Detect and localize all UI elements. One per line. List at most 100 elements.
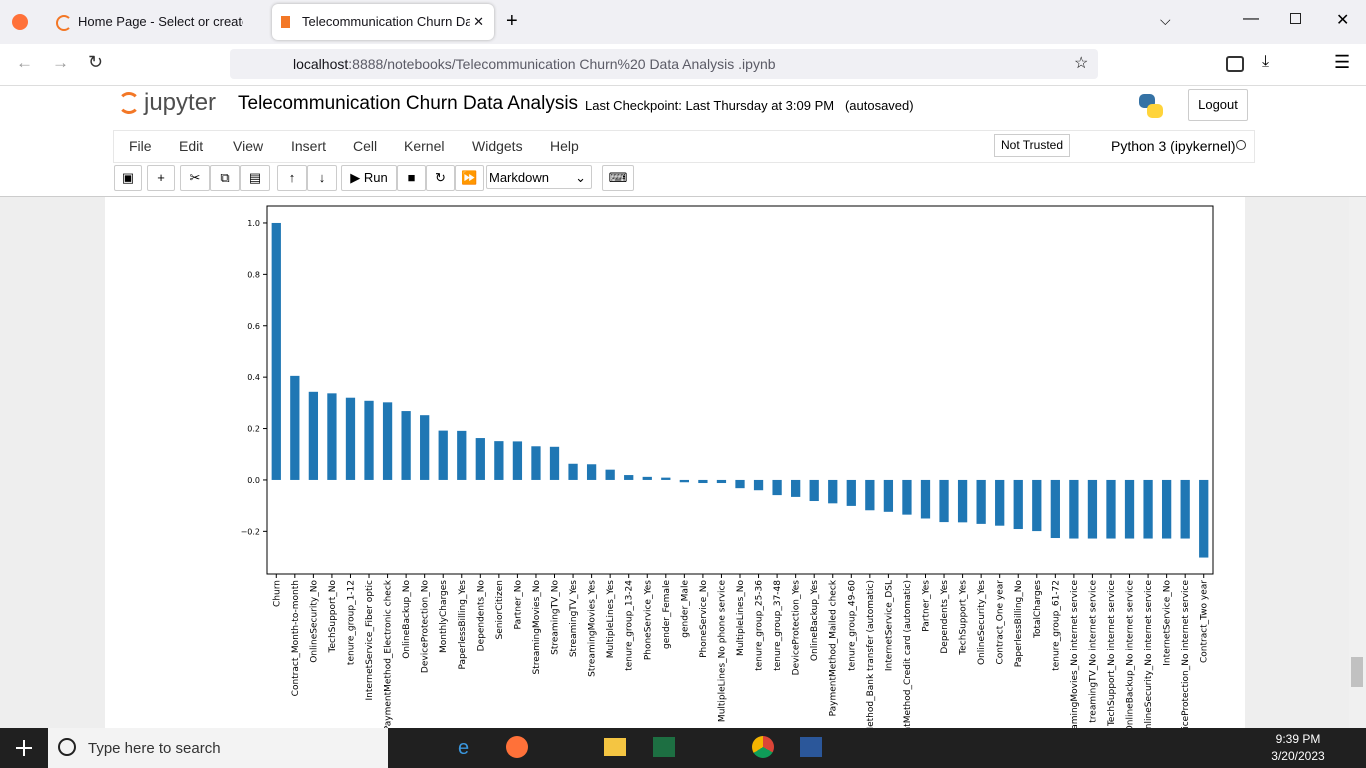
x-tick-label: tenure_group_25-36 — [755, 580, 765, 671]
chrome[interactable] — [752, 736, 774, 758]
move-down[interactable]: ↓ — [307, 165, 337, 191]
search-box[interactable]: Type here to search — [48, 728, 388, 768]
copy[interactable]: ⧉ — [210, 165, 240, 191]
y-tick-label: 0.8 — [247, 270, 260, 279]
x-tick-label: treamingTV_No internet service — [1088, 580, 1098, 723]
bar — [586, 464, 597, 480]
menu-item[interactable]: Cell — [353, 138, 378, 154]
scrollbar[interactable] — [1349, 197, 1366, 728]
close[interactable]: ✕ — [1336, 12, 1350, 29]
jupyter-logo[interactable]: jupyter — [144, 89, 217, 116]
tab-active[interactable]: Telecommunication Churn Data ✕ — [272, 4, 494, 40]
word[interactable] — [800, 737, 822, 757]
checkpoint-label: Last Checkpoint: — [585, 98, 682, 113]
bar — [883, 479, 894, 512]
x-tick-label: Partner_No — [513, 580, 523, 630]
menu-item[interactable]: Widgets — [472, 138, 523, 154]
tab-list[interactable]: ⌵ — [1160, 12, 1171, 28]
kernel-name: Python 3 (ipykernel) — [1111, 138, 1236, 154]
menu-item[interactable]: Insert — [291, 138, 327, 154]
cell-type-select[interactable]: Markdown ⌄ — [486, 165, 592, 189]
x-tick-label: tenure_group_61-72 — [1051, 580, 1061, 671]
bar — [531, 446, 541, 480]
logout-button[interactable]: Logout — [1188, 89, 1248, 121]
x-tick-label: SeniorCitizen — [495, 580, 505, 639]
clock[interactable]: 9:39 PM 3/20/2023 — [1268, 732, 1328, 763]
bar — [1013, 479, 1023, 530]
menu-item[interactable]: Help — [550, 138, 579, 154]
notebook-title[interactable]: Telecommunication Churn Data Analysis — [238, 93, 579, 114]
x-tick-label: OnlineBackup_Yes — [810, 580, 820, 661]
bar — [1199, 479, 1209, 558]
bar — [624, 475, 634, 480]
run-label: Run — [363, 170, 388, 185]
bar — [605, 469, 615, 480]
kernel-status — [1236, 140, 1246, 150]
restart[interactable]: ↻ — [426, 165, 455, 191]
reload[interactable]: ↻ — [88, 52, 104, 72]
x-tick-label: TechSupport_No internet service — [1107, 580, 1117, 727]
tab[interactable]: Home Page - Select or create a✕ — [48, 4, 298, 40]
x-tick-label: MultipleLines_Yes — [606, 580, 616, 659]
explorer[interactable] — [604, 738, 626, 756]
menu-item[interactable]: File — [129, 138, 152, 154]
bar — [457, 430, 467, 480]
bar — [698, 479, 708, 484]
add-cell[interactable]: + — [147, 165, 175, 191]
x-tick-label: OnlineBackup_No — [402, 580, 412, 659]
bar — [1161, 479, 1172, 539]
menu-item[interactable]: Edit — [179, 138, 204, 154]
bar — [1069, 479, 1079, 539]
bar — [865, 479, 875, 511]
app-menu[interactable]: ☰ — [1334, 52, 1351, 72]
forward[interactable]: → — [52, 53, 69, 72]
cell-type: Markdown — [489, 170, 549, 185]
x-tick-label: MultipleLines_No phone service — [717, 580, 727, 723]
restart-run[interactable]: ⏩ — [455, 165, 484, 191]
x-tick-label: DeviceProtection_Yes — [792, 580, 802, 676]
x-tick-label: viceProtection_No internet service — [1181, 580, 1191, 728]
start-button[interactable] — [16, 740, 32, 756]
bar — [791, 479, 801, 497]
bar — [271, 222, 281, 480]
bar — [735, 479, 745, 489]
edge[interactable]: e — [458, 737, 470, 759]
new-tab[interactable]: + — [506, 10, 518, 32]
python-logo — [1137, 92, 1165, 120]
firefox[interactable] — [506, 736, 528, 758]
keyboard[interactable]: ⌨ — [602, 165, 634, 191]
y-tick-label: 0.6 — [247, 322, 260, 331]
bar — [382, 402, 393, 480]
tab-title: Home Page - Select or create a — [78, 14, 243, 29]
bar — [549, 446, 560, 480]
run-button[interactable]: ▶ Run — [341, 165, 397, 191]
x-tick-label: Partner_Yes — [921, 580, 931, 632]
firefox-icon[interactable] — [12, 14, 28, 30]
trust-indicator[interactable]: Not Trusted — [994, 134, 1070, 157]
downloads[interactable]: ⤓ — [1262, 53, 1270, 70]
move-up[interactable]: ↑ — [277, 165, 307, 191]
back[interactable]: ← — [16, 53, 33, 72]
bar — [327, 393, 337, 480]
excel[interactable] — [653, 737, 675, 757]
menu-item[interactable]: View — [233, 138, 264, 154]
url-field[interactable]: localhost:8888/notebooks/Telecommunicati… — [230, 49, 1098, 79]
pocket[interactable] — [1226, 56, 1244, 72]
cut[interactable]: ✂ — [180, 165, 210, 191]
x-tick-label: Churn — [272, 580, 282, 607]
paste[interactable]: ▤ — [240, 165, 270, 191]
minimize[interactable]: — — [1243, 10, 1259, 27]
save-button[interactable]: ▣ — [114, 165, 142, 191]
jupyter-header: jupyter Telecommunication Churn Data Ana… — [0, 86, 1366, 197]
bar — [1032, 479, 1042, 532]
bar — [308, 391, 319, 480]
menu-item[interactable]: Kernel — [404, 138, 445, 154]
url-host: localhost — [293, 56, 349, 72]
stop[interactable]: ■ — [397, 165, 426, 191]
bar — [772, 479, 782, 496]
x-tick-label: nlineSecurity_No internet service — [1144, 580, 1154, 728]
bar — [438, 430, 448, 480]
restore[interactable] — [1290, 13, 1301, 24]
x-tick-label: PhoneService_Yes — [643, 580, 653, 660]
